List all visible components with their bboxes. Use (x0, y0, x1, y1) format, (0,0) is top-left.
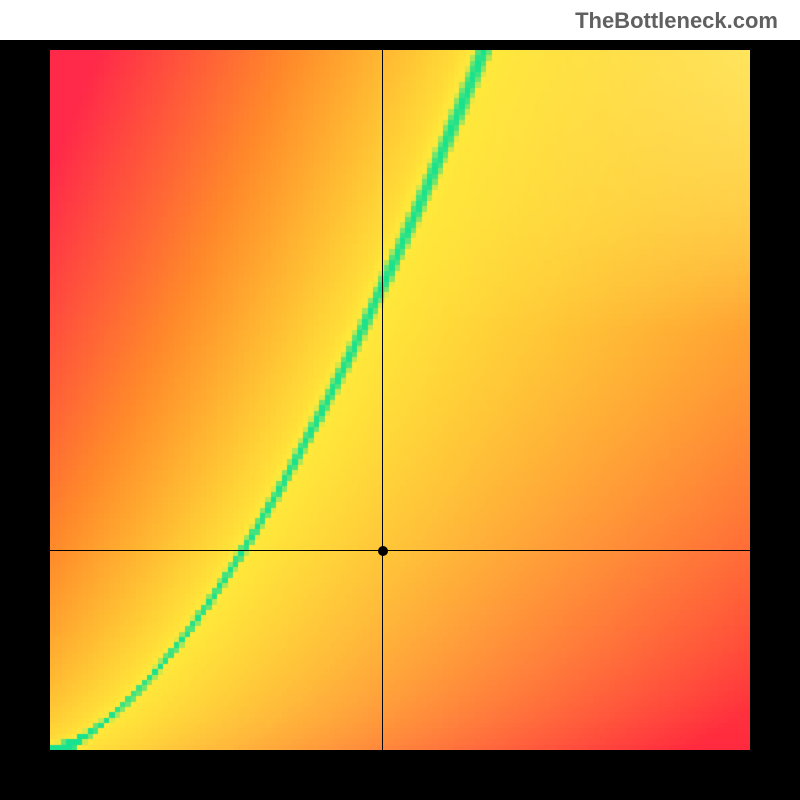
heatmap-plot (50, 50, 750, 750)
crosshair-marker (378, 546, 388, 556)
heatmap-canvas (50, 50, 750, 750)
chart-frame (0, 40, 800, 800)
crosshair-horizontal (50, 550, 750, 551)
watermark-text: TheBottleneck.com (575, 8, 778, 34)
crosshair-vertical (382, 50, 383, 750)
